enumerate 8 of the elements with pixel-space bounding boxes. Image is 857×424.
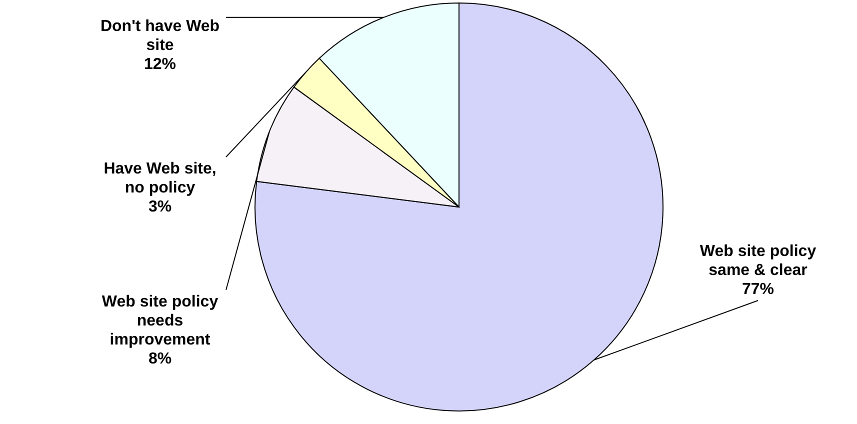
slice-label: Web site policy needs improvement [102,294,218,348]
data-label: 12% [144,56,176,73]
data-label: 3% [148,198,172,216]
data-label: 8% [148,350,172,368]
data-label: 77% [742,281,774,298]
slice-label: Web site policy same & clear [700,243,816,280]
slice-label: Don't have Web site [100,18,220,54]
slice-label: Have Web site, no policy [104,160,216,196]
